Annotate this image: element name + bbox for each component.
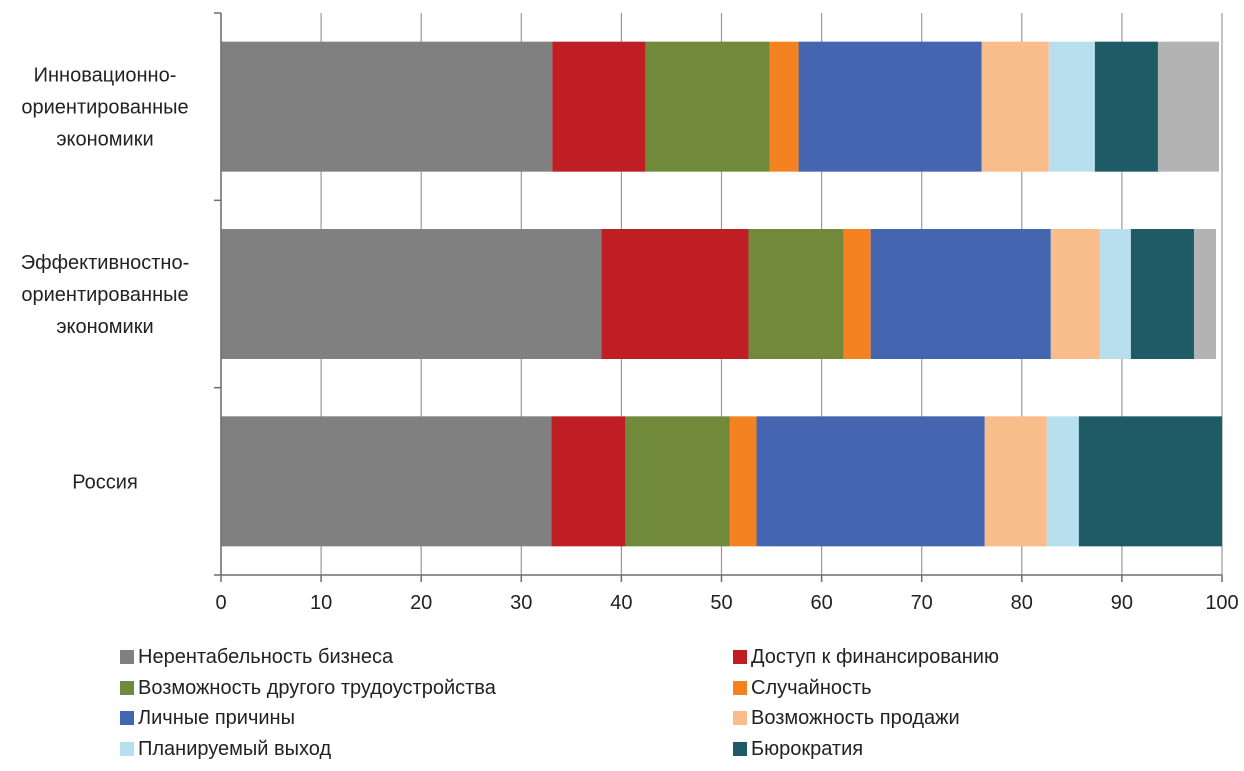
bar-segment <box>625 416 730 547</box>
legend-swatch <box>120 711 134 725</box>
bars <box>221 41 1222 547</box>
bar-segment <box>1193 229 1216 359</box>
x-tick-labels: 0 10 20 30 40 50 60 70 80 90 100 <box>215 592 1238 614</box>
x-tick-label: 90 <box>1111 592 1133 614</box>
category-label: экономики <box>56 129 153 151</box>
bar-segment <box>551 416 626 547</box>
bar-segment <box>221 416 552 547</box>
bar-segment <box>729 416 757 547</box>
bar-segment <box>1046 416 1079 547</box>
legend-label: Личные причины <box>138 707 295 729</box>
x-tick-label: 70 <box>911 592 933 614</box>
bar-segment <box>1050 229 1100 359</box>
bar-segment <box>1157 41 1219 172</box>
bar-segment <box>1078 416 1222 547</box>
legend-swatch <box>120 742 134 756</box>
x-tick-label: 100 <box>1205 592 1238 614</box>
x-tick-label: 30 <box>510 592 532 614</box>
category-label: Эффективностно- <box>21 252 190 274</box>
bar-segment <box>1048 41 1095 172</box>
bar-segment <box>843 229 871 359</box>
category-label: ориентированные <box>21 284 188 306</box>
legend-swatch <box>733 650 747 664</box>
category-label: Инновационно- <box>34 65 177 87</box>
bar-segment <box>748 229 844 359</box>
bar-segment <box>981 41 1049 172</box>
bar-segment <box>870 229 1051 359</box>
category-labels: Инновационно-ориентированные экономики Эфф… <box>21 65 190 494</box>
bar-segment <box>645 41 770 172</box>
bar-segment <box>601 229 749 359</box>
legend-label: Возможность продажи <box>751 707 960 729</box>
legend-swatch <box>733 681 747 695</box>
bar-segment <box>221 41 553 172</box>
bar-segment <box>769 41 799 172</box>
bar-segment <box>1099 229 1131 359</box>
bar-segment <box>1094 41 1158 172</box>
x-tick-label: 60 <box>810 592 832 614</box>
legend: Нерентабельность бизнеса Доступ к финанси… <box>120 646 999 760</box>
category-label: Россия <box>72 471 138 493</box>
bar-segment <box>552 41 646 172</box>
legend-label: Планируемый выход <box>138 738 331 760</box>
legend-swatch <box>120 650 134 664</box>
x-tick-label: 20 <box>410 592 432 614</box>
legend-swatch <box>120 681 134 695</box>
legend-label: Доступ к финансированию <box>751 646 999 668</box>
category-label: ориентированные <box>21 97 188 119</box>
x-tick-label: 10 <box>310 592 332 614</box>
legend-label: Случайность <box>751 677 872 699</box>
bar-segment <box>798 41 982 172</box>
bar-segment <box>984 416 1047 547</box>
bar-segment <box>221 229 602 359</box>
x-tick-label: 50 <box>710 592 732 614</box>
axes <box>214 12 1223 582</box>
x-tick-label: 0 <box>215 592 226 614</box>
legend-label: Нерентабельность бизнеса <box>138 646 394 668</box>
legend-swatch <box>733 711 747 725</box>
x-tick-label: 80 <box>1011 592 1033 614</box>
category-label: экономики <box>56 316 153 338</box>
legend-label: Возможность другого трудоустройства <box>138 677 497 699</box>
bar-segment <box>1130 229 1194 359</box>
legend-swatch <box>733 742 747 756</box>
bar-segment <box>756 416 985 547</box>
x-tick-label: 40 <box>610 592 632 614</box>
legend-label: Бюрократия <box>751 738 863 760</box>
